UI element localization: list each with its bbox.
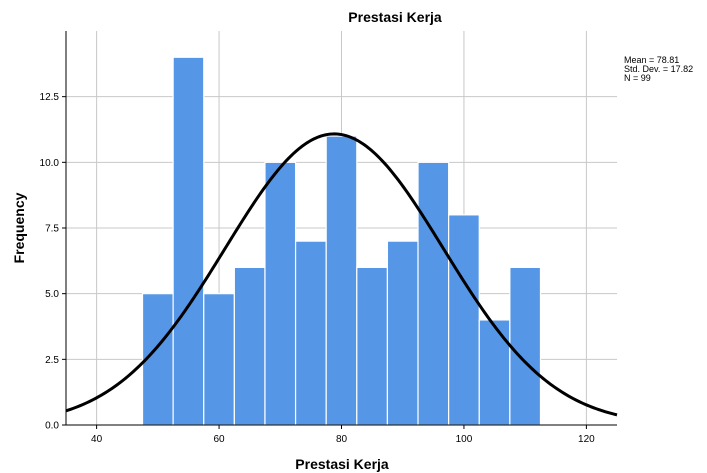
histogram-bar	[448, 214, 480, 426]
histogram-bar	[264, 161, 297, 426]
x-tick-label: 40	[91, 434, 103, 445]
x-tick-label: 60	[213, 434, 225, 445]
histogram-bar	[172, 56, 205, 426]
x-tick-label: 80	[336, 434, 348, 445]
histogram-bar	[203, 293, 235, 426]
y-tick-label: 10.0	[40, 158, 60, 169]
histogram-bar	[386, 240, 419, 426]
x-axis-label: Prestasi Kerja	[295, 456, 389, 472]
y-tick-label: 2.5	[45, 355, 59, 366]
y-tick-label: 0.0	[45, 421, 59, 432]
histogram-bar	[509, 266, 542, 426]
histogram-bar	[417, 161, 450, 426]
histogram-bar	[233, 266, 266, 426]
stats-line: N = 99	[624, 73, 651, 83]
normal-curve-group	[65, 132, 618, 417]
histogram-bar	[325, 135, 358, 426]
stats-line: Mean = 78.81	[624, 55, 679, 65]
histogram-bar	[356, 266, 389, 426]
histogram-bar	[478, 319, 511, 426]
y-tick-label: 5.0	[45, 289, 59, 300]
tick-labels: 40 60 80 100 120 0.0 2.5 5.0 7.5 10.0 12.5	[40, 92, 596, 445]
stats-line: Std. Dev. = 17.82	[624, 64, 693, 74]
axes	[62, 31, 617, 429]
x-tick-label: 120	[578, 434, 595, 445]
y-axis-label: Frequency	[11, 192, 27, 263]
chart-title: Prestasi Kerja	[348, 9, 442, 25]
y-tick-label: 12.5	[40, 92, 60, 103]
x-tick-label: 100	[456, 434, 473, 445]
histogram-bar	[294, 240, 327, 426]
normal-curve	[65, 132, 618, 417]
y-tick-label: 7.5	[45, 224, 59, 235]
